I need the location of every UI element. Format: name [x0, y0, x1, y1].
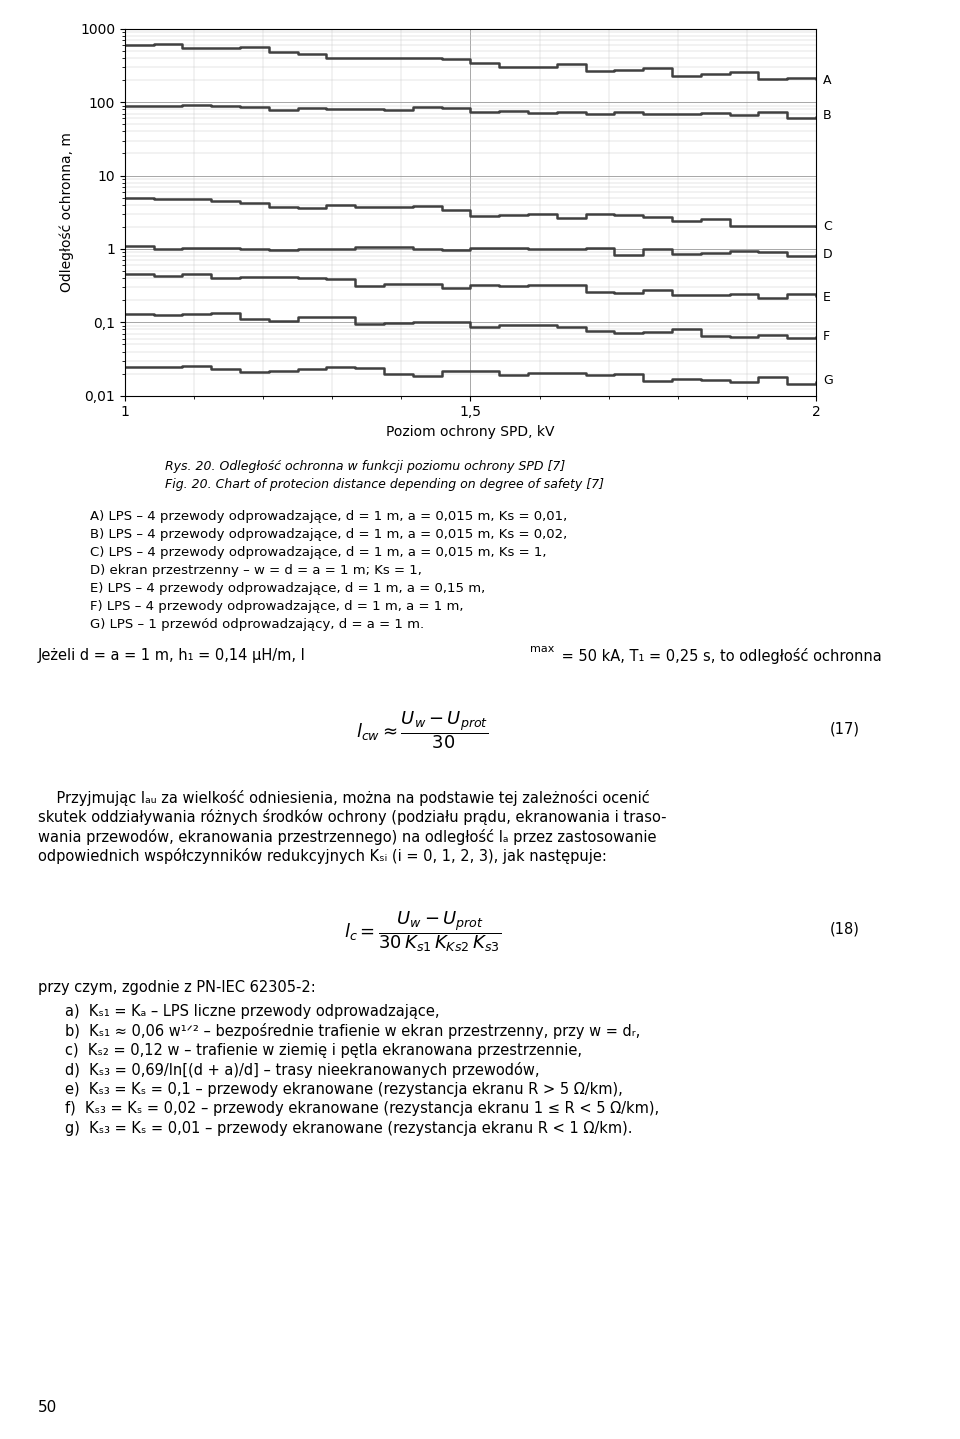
Text: B) LPS – 4 przewody odprowadzające, d = 1 m, a = 0,015 m, Ks = 0,02,: B) LPS – 4 przewody odprowadzające, d = …	[90, 528, 567, 541]
Text: c)  Kₛ₂ = 0,12 w – trafienie w ziemię i pętla ekranowana przestrzennie,: c) Kₛ₂ = 0,12 w – trafienie w ziemię i p…	[65, 1043, 582, 1058]
Text: Jeżeli d = a = 1 m, h₁ = 0,14 μH/m, I: Jeżeli d = a = 1 m, h₁ = 0,14 μH/m, I	[38, 648, 306, 663]
Text: G) LPS – 1 przewód odprowadzający, d = a = 1 m.: G) LPS – 1 przewód odprowadzający, d = a…	[90, 617, 424, 630]
Text: = 50 kA, T₁ = 0,25 s, to odległość ochronna: = 50 kA, T₁ = 0,25 s, to odległość ochro…	[557, 648, 881, 663]
Text: F: F	[823, 330, 830, 342]
Text: wania przewodów, ekranowania przestrzennego) na odległość lₐ przez zastosowanie: wania przewodów, ekranowania przestrzenn…	[38, 829, 657, 845]
Text: E) LPS – 4 przewody odprowadzające, d = 1 m, a = 0,15 m,: E) LPS – 4 przewody odprowadzające, d = …	[90, 581, 485, 594]
Text: e)  Kₛ₃ = Kₛ = 0,1 – przewody ekranowane (rezystancja ekranu R > 5 Ω/km),: e) Kₛ₃ = Kₛ = 0,1 – przewody ekranowane …	[65, 1082, 623, 1097]
Text: D) ekran przestrzenny – w = d = a = 1 m; Ks = 1,: D) ekran przestrzenny – w = d = a = 1 m;…	[90, 564, 421, 577]
Text: A) LPS – 4 przewody odprowadzające, d = 1 m, a = 0,015 m, Ks = 0,01,: A) LPS – 4 przewody odprowadzające, d = …	[90, 509, 567, 522]
Text: 50: 50	[38, 1400, 58, 1415]
Text: odpowiednich współczynników redukcyjnych Kₛᵢ (i = 0, 1, 2, 3), jak następuje:: odpowiednich współczynników redukcyjnych…	[38, 848, 607, 865]
Text: d)  Kₛ₃ = 0,69/ln[(d + a)/d] – trasy nieekranowanych przewodów,: d) Kₛ₃ = 0,69/ln[(d + a)/d] – trasy niee…	[65, 1062, 540, 1078]
Text: C) LPS – 4 przewody odprowadzające, d = 1 m, a = 0,015 m, Ks = 1,: C) LPS – 4 przewody odprowadzające, d = …	[90, 545, 546, 558]
Text: B: B	[823, 109, 831, 122]
Text: Przyjmując Iₐᵤ za wielkość odniesienia, można na podstawie tej zależności ocenić: Przyjmując Iₐᵤ za wielkość odniesienia, …	[38, 790, 650, 806]
Text: E: E	[823, 291, 830, 304]
Text: (18): (18)	[829, 921, 860, 937]
Text: g)  Kₛ₃ = Kₛ = 0,01 – przewody ekranowane (rezystancja ekranu R < 1 Ω/km).: g) Kₛ₃ = Kₛ = 0,01 – przewody ekranowane…	[65, 1121, 633, 1135]
Text: (17): (17)	[829, 721, 860, 737]
Text: C: C	[823, 220, 831, 233]
Text: A: A	[823, 73, 831, 86]
Text: $l_c = \dfrac{U_w - U_{prot}}{30\,K_{s1}\,K_{Ks2}\,K_{s3}}$: $l_c = \dfrac{U_w - U_{prot}}{30\,K_{s1}…	[344, 909, 501, 954]
Text: max: max	[530, 643, 554, 653]
Text: przy czym, zgodnie z PN-IEC 62305-2:: przy czym, zgodnie z PN-IEC 62305-2:	[38, 980, 316, 994]
Text: Fig. 20. Chart of protecion distance depending on degree of safety [7]: Fig. 20. Chart of protecion distance dep…	[165, 478, 604, 491]
Text: f)  Kₛ₃ = Kₛ = 0,02 – przewody ekranowane (rezystancja ekranu 1 ≤ R < 5 Ω/km),: f) Kₛ₃ = Kₛ = 0,02 – przewody ekranowane…	[65, 1101, 660, 1117]
Text: Rys. 20. Odległość ochronna w funkcji poziomu ochrony SPD [7]: Rys. 20. Odległość ochronna w funkcji po…	[165, 460, 565, 473]
Text: G: G	[823, 374, 832, 387]
Text: skutek oddziaływania różnych środków ochrony (podziału prądu, ekranowania i tras: skutek oddziaływania różnych środków och…	[38, 809, 666, 826]
Y-axis label: Odległość ochronna, m: Odległość ochronna, m	[60, 132, 74, 292]
Text: D: D	[823, 248, 832, 260]
Text: F) LPS – 4 przewody odprowadzające, d = 1 m, a = 1 m,: F) LPS – 4 przewody odprowadzające, d = …	[90, 600, 464, 613]
Text: a)  Kₛ₁ = Kₐ – LPS liczne przewody odprowadzające,: a) Kₛ₁ = Kₐ – LPS liczne przewody odprow…	[65, 1004, 440, 1019]
X-axis label: Poziom ochrony SPD, kV: Poziom ochrony SPD, kV	[386, 425, 555, 439]
Text: $l_{cw} \approx \dfrac{U_w - U_{prot}}{30}$: $l_{cw} \approx \dfrac{U_w - U_{prot}}{3…	[356, 709, 489, 751]
Text: b)  Kₛ₁ ≈ 0,06 w¹ᐟ² – bezpośrednie trafienie w ekran przestrzenny, przy w = dᵣ,: b) Kₛ₁ ≈ 0,06 w¹ᐟ² – bezpośrednie trafie…	[65, 1023, 640, 1039]
